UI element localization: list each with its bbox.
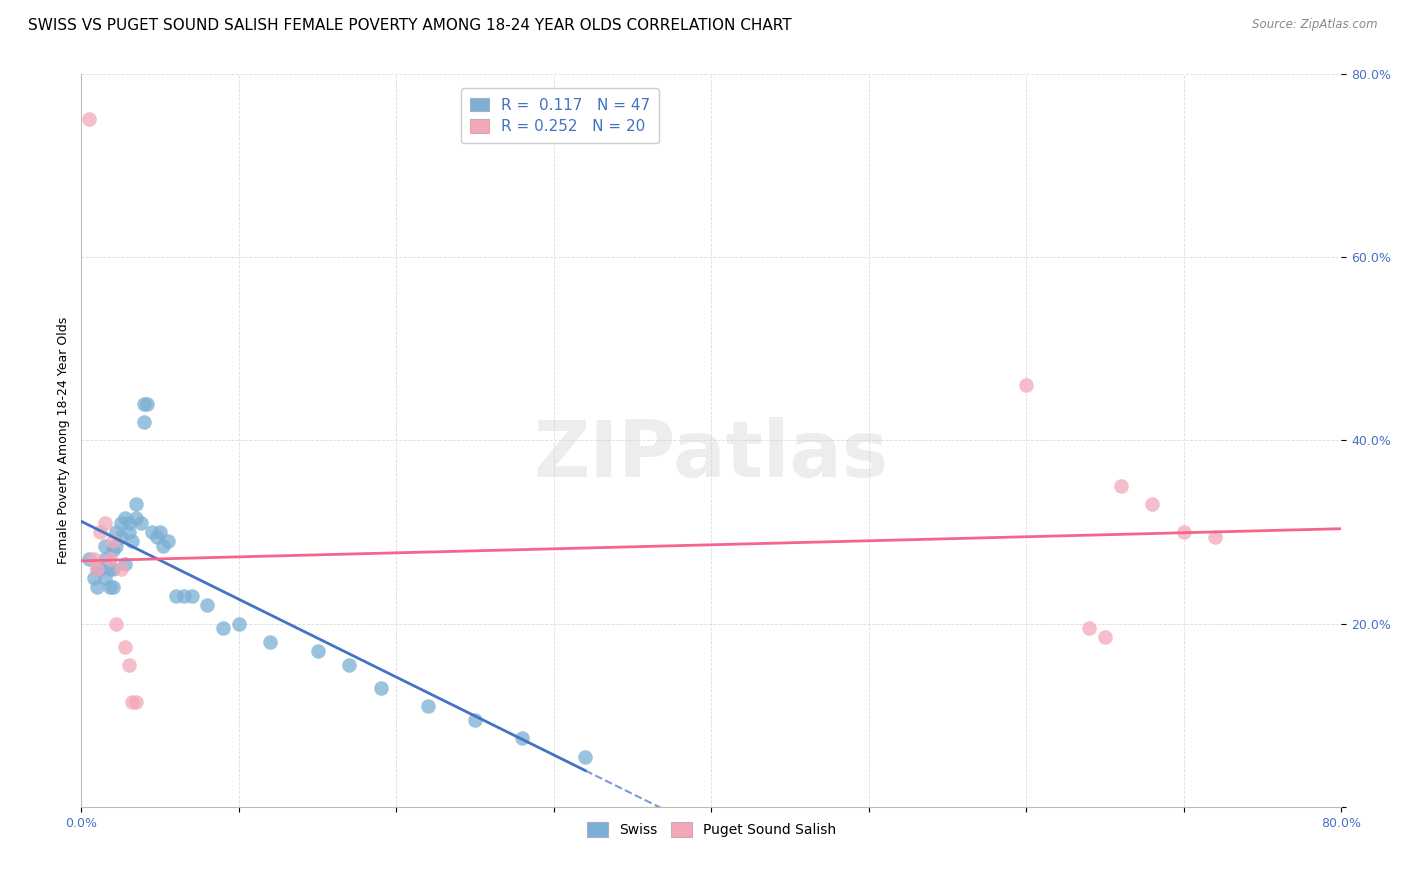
- Point: [94, 516, 117, 530]
- Text: SWISS VS PUGET SOUND SALISH FEMALE POVERTY AMONG 18-24 YEAR OLDS CORRELATION CHA: SWISS VS PUGET SOUND SALISH FEMALE POVER…: [28, 18, 792, 33]
- Point: [1015, 378, 1038, 392]
- Point: [117, 657, 139, 672]
- Point: [121, 534, 143, 549]
- Point: [1173, 524, 1195, 539]
- Point: [114, 640, 136, 654]
- Point: [98, 562, 121, 576]
- Point: [464, 713, 486, 727]
- Point: [83, 552, 105, 566]
- Point: [104, 539, 127, 553]
- Point: [1204, 530, 1226, 544]
- Point: [165, 589, 187, 603]
- Point: [101, 562, 124, 576]
- Legend: Swiss, Puget Sound Salish: Swiss, Puget Sound Salish: [579, 815, 842, 844]
- Point: [89, 524, 111, 539]
- Point: [510, 731, 533, 746]
- Point: [94, 539, 117, 553]
- Point: [134, 415, 156, 429]
- Point: [134, 396, 156, 410]
- Point: [94, 571, 117, 585]
- Point: [136, 396, 159, 410]
- Point: [98, 580, 121, 594]
- Point: [101, 580, 124, 594]
- Point: [86, 562, 108, 576]
- Text: Source: ZipAtlas.com: Source: ZipAtlas.com: [1253, 18, 1378, 31]
- Point: [180, 589, 202, 603]
- Point: [89, 562, 111, 576]
- Point: [114, 511, 136, 525]
- Point: [117, 516, 139, 530]
- Point: [212, 621, 235, 635]
- Point: [195, 599, 218, 613]
- Point: [77, 112, 100, 127]
- Point: [98, 552, 121, 566]
- Y-axis label: Female Poverty Among 18-24 Year Olds: Female Poverty Among 18-24 Year Olds: [58, 317, 70, 564]
- Point: [1078, 621, 1101, 635]
- Point: [156, 534, 179, 549]
- Point: [125, 511, 148, 525]
- Point: [110, 516, 132, 530]
- Point: [1142, 498, 1164, 512]
- Point: [259, 635, 281, 649]
- Point: [86, 562, 108, 576]
- Point: [110, 530, 132, 544]
- Point: [416, 699, 439, 714]
- Point: [228, 616, 250, 631]
- Point: [104, 616, 127, 631]
- Point: [141, 524, 163, 539]
- Point: [149, 524, 172, 539]
- Point: [117, 524, 139, 539]
- Point: [574, 749, 596, 764]
- Point: [121, 695, 143, 709]
- Point: [86, 580, 108, 594]
- Point: [129, 516, 152, 530]
- Point: [152, 539, 174, 553]
- Point: [114, 557, 136, 571]
- Point: [307, 644, 329, 658]
- Point: [77, 552, 100, 566]
- Point: [101, 534, 124, 549]
- Point: [101, 543, 124, 558]
- Point: [83, 571, 105, 585]
- Text: ZIPatlas: ZIPatlas: [534, 417, 889, 493]
- Point: [104, 524, 127, 539]
- Point: [125, 695, 148, 709]
- Point: [1109, 479, 1132, 493]
- Point: [146, 530, 169, 544]
- Point: [110, 562, 132, 576]
- Point: [125, 498, 148, 512]
- Point: [173, 589, 195, 603]
- Point: [370, 681, 392, 695]
- Point: [94, 552, 117, 566]
- Point: [337, 657, 360, 672]
- Point: [1094, 631, 1116, 645]
